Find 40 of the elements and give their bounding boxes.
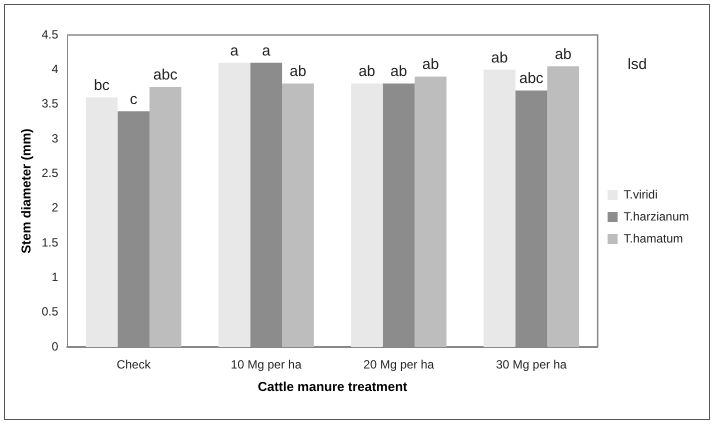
bar (414, 76, 446, 347)
annotation: ab (358, 63, 376, 80)
y-tick-label: 1.5 (42, 235, 59, 250)
legend-label: T.viridi (624, 187, 658, 202)
annotation: abc (153, 66, 178, 84)
bar (351, 84, 383, 347)
bar (484, 70, 516, 347)
bar (547, 66, 580, 347)
y-tick-label: 2.5 (42, 166, 59, 180)
annotation: bc (94, 77, 110, 94)
annotation: a (230, 42, 240, 60)
bar (218, 62, 250, 347)
text: lsd (628, 56, 647, 74)
annotation: ab (554, 46, 572, 63)
y-tick-label: 1 (52, 270, 59, 284)
bar (149, 87, 182, 347)
x-tick-label: 20 Mg per ha (363, 358, 434, 372)
y-tick-label: 3.5 (42, 96, 59, 111)
annotation: abc (519, 70, 544, 88)
y-tick-label: 3 (52, 131, 59, 146)
annotation: ab (290, 63, 306, 80)
y-tick-label: 4.5 (42, 27, 59, 42)
x-tick-label: 10 Mg per ha (230, 358, 302, 372)
annotation: a (262, 42, 271, 60)
x-tick-label: Check (116, 358, 152, 372)
x-tick-label: 30 Mg per ha (496, 358, 568, 372)
x-axis-title: Cattle manure treatment (258, 378, 408, 394)
y-axis-title: Stem diameter (mm) (18, 128, 34, 254)
annotation: ab (491, 49, 508, 66)
y-tick-label: 0.5 (42, 304, 59, 319)
bar (86, 97, 118, 347)
legend-label: T.harzianum (624, 209, 690, 224)
annotation: c (130, 90, 138, 108)
legend-label: T.hamatum (624, 231, 683, 246)
annotation: ab (422, 56, 439, 74)
y-tick-label: 0 (52, 339, 59, 354)
annotation: ab (390, 63, 408, 80)
bar (282, 84, 314, 347)
y-tick-label: 2 (52, 200, 59, 215)
y-tick-label: 4 (52, 62, 59, 76)
